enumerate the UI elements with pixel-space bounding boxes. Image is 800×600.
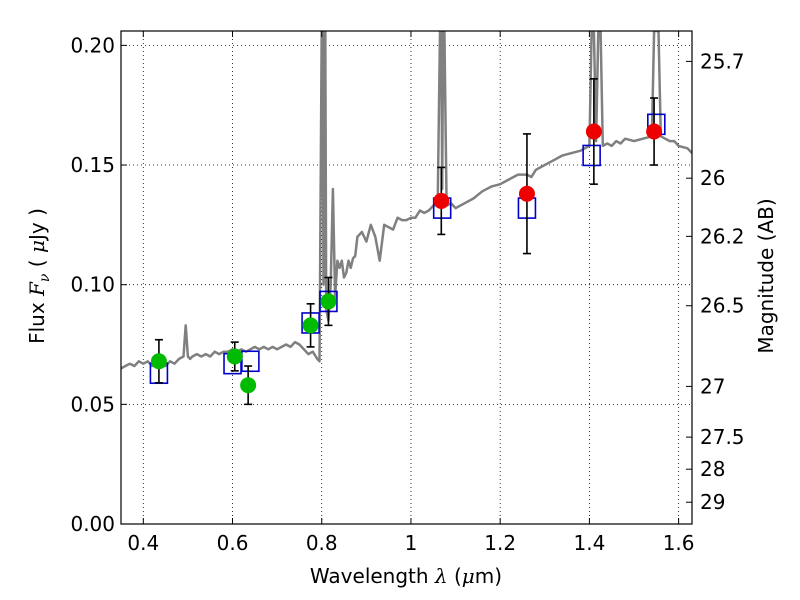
x-tick-label: 1.6 bbox=[663, 531, 695, 555]
spectrum-layer bbox=[121, 31, 692, 370]
observed-point bbox=[302, 317, 319, 334]
observed-point bbox=[240, 377, 257, 394]
y2-axis-label: Magnitude (AB) bbox=[754, 198, 778, 353]
x-tick-label: 1.4 bbox=[573, 531, 605, 555]
plot-frame bbox=[120, 30, 693, 525]
y2-tick-label: 27.5 bbox=[700, 425, 745, 449]
observed-point bbox=[518, 185, 535, 202]
x-tick-label: 0.4 bbox=[127, 531, 159, 555]
y-axis-label: Flux Fν ( μJy ) bbox=[25, 208, 53, 344]
y2-tick-label: 26.5 bbox=[700, 294, 745, 318]
y-tick-label: 0.05 bbox=[70, 392, 115, 416]
observed-point bbox=[320, 293, 337, 310]
grid-lines bbox=[121, 31, 692, 525]
spectrum-line bbox=[121, 31, 692, 370]
y2-tick-label: 25.7 bbox=[700, 49, 745, 73]
y2-tick-label: 27 bbox=[700, 374, 725, 398]
x-tick-label: 1 bbox=[405, 531, 418, 555]
x-axis-label: Wavelength λ (μm) bbox=[310, 564, 502, 588]
marker-layer bbox=[149, 78, 666, 406]
y-tick-label: 0.20 bbox=[70, 33, 115, 57]
model-photometry-square bbox=[582, 144, 601, 167]
observed-point bbox=[433, 192, 450, 209]
x-tick-label: 1.2 bbox=[484, 531, 516, 555]
model-photometry-square bbox=[241, 350, 260, 373]
y-tick-label: 0.15 bbox=[70, 153, 115, 177]
y2-tick-label: 26.2 bbox=[700, 224, 745, 248]
x-tick-label: 0.6 bbox=[217, 531, 249, 555]
y-tick-label: 0.10 bbox=[70, 273, 115, 297]
y2-tick-label: 29 bbox=[700, 490, 725, 514]
observed-point bbox=[585, 123, 602, 140]
y2-tick-label: 28 bbox=[700, 457, 725, 481]
y2-tick-label: 26 bbox=[700, 166, 725, 190]
observed-point bbox=[646, 123, 663, 140]
y-tick-label: 0.00 bbox=[70, 512, 115, 536]
observed-point bbox=[226, 348, 243, 365]
observed-point bbox=[150, 353, 167, 370]
x-tick-label: 0.8 bbox=[306, 531, 338, 555]
tick-layer: 0.4 0.6 0.8 1 1.2 1.4 1.6 0.00 0.05 0.10 0.15 0.20 2… bbox=[70, 31, 745, 555]
